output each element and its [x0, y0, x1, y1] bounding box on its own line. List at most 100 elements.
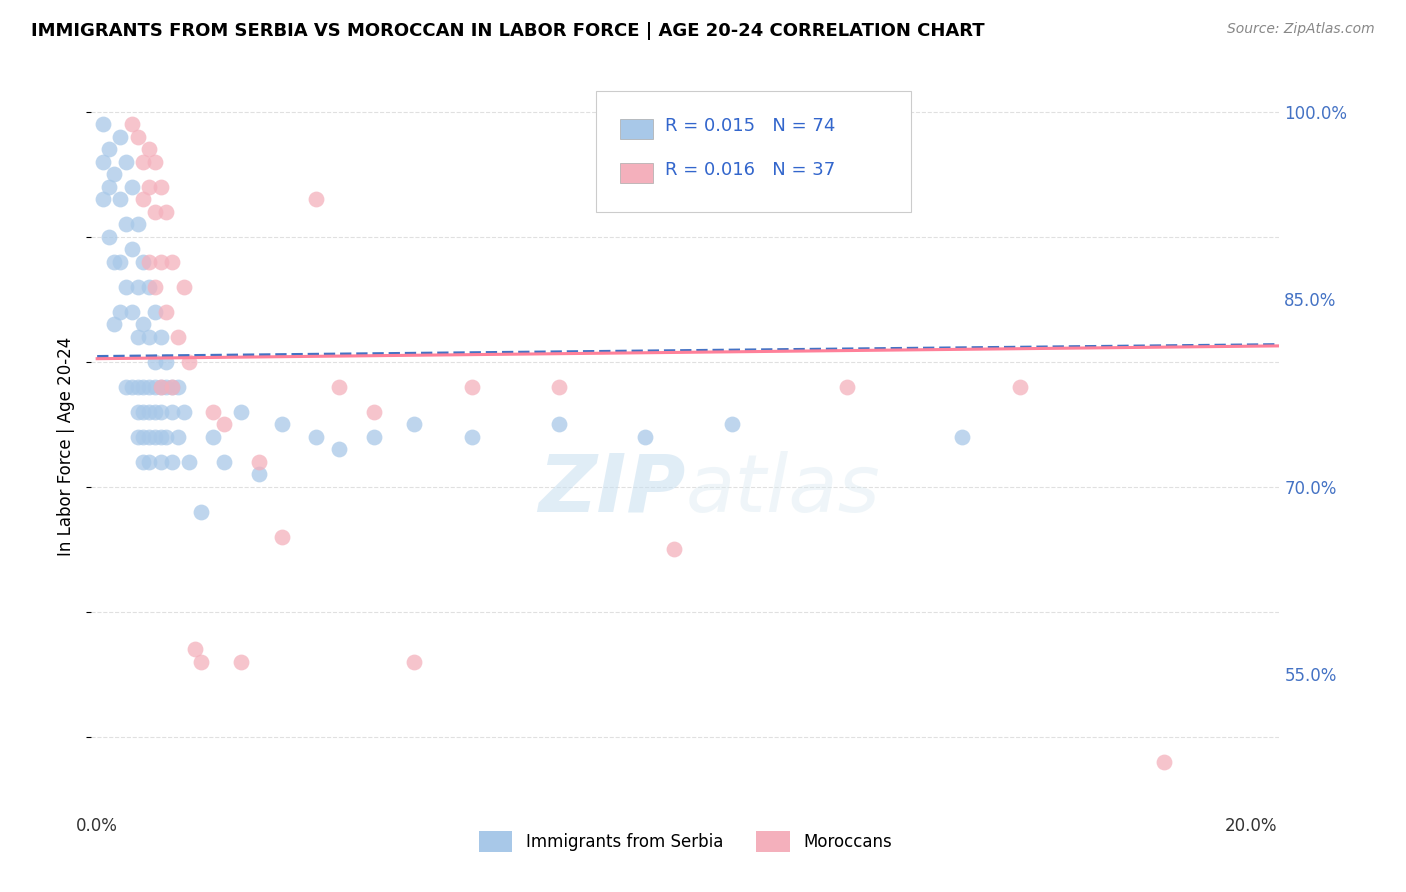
Point [127, 129, 149, 144]
Point [547, 379, 569, 393]
Text: R = 0.015   N = 74: R = 0.015 N = 74 [665, 118, 835, 136]
Point [138, 179, 160, 194]
Point [247, 455, 270, 469]
Point [143, 204, 166, 219]
Point [160, 404, 183, 418]
Point [461, 429, 484, 443]
Point [138, 379, 160, 393]
Point [149, 254, 172, 268]
Point [127, 379, 149, 393]
Point [461, 379, 484, 393]
Text: atlas: atlas [685, 450, 880, 529]
Point [149, 455, 172, 469]
Point [155, 379, 177, 393]
Text: IMMIGRANTS FROM SERBIA VS MOROCCAN IN LABOR FORCE | AGE 20-24 CORRELATION CHART: IMMIGRANTS FROM SERBIA VS MOROCCAN IN LA… [31, 22, 984, 40]
Point [115, 217, 138, 231]
Point [160, 254, 183, 268]
Point [138, 329, 160, 343]
Point [160, 455, 183, 469]
Point [127, 217, 149, 231]
Point [634, 429, 657, 443]
Point [160, 379, 183, 393]
Point [91, 154, 114, 169]
Point [305, 192, 328, 206]
Point [720, 417, 742, 431]
Point [143, 154, 166, 169]
Point [328, 442, 350, 457]
Point [121, 242, 143, 256]
Point [201, 404, 224, 418]
Point [167, 429, 190, 443]
Text: R = 0.016   N = 37: R = 0.016 N = 37 [665, 161, 835, 179]
Point [132, 379, 155, 393]
Point [363, 429, 385, 443]
Point [363, 404, 385, 418]
Point [155, 429, 177, 443]
Point [270, 417, 292, 431]
Point [167, 329, 190, 343]
Point [950, 429, 973, 443]
Point [160, 379, 183, 393]
Point [184, 642, 207, 657]
Point [231, 655, 253, 669]
Point [127, 404, 149, 418]
Text: ZIP: ZIP [538, 450, 685, 529]
Point [149, 379, 172, 393]
Point [143, 279, 166, 293]
Point [662, 542, 685, 557]
Point [149, 379, 172, 393]
Point [132, 154, 155, 169]
Point [127, 329, 149, 343]
Point [167, 379, 190, 393]
Point [190, 655, 212, 669]
Point [115, 154, 138, 169]
Point [132, 404, 155, 418]
Point [179, 455, 201, 469]
Point [103, 317, 125, 331]
Point [127, 279, 149, 293]
Point [155, 354, 177, 368]
Point [97, 179, 120, 194]
Point [547, 417, 569, 431]
Point [103, 167, 125, 181]
Point [149, 429, 172, 443]
Point [173, 279, 195, 293]
Point [305, 429, 328, 443]
Point [143, 404, 166, 418]
Point [149, 179, 172, 194]
Point [149, 329, 172, 343]
Point [212, 455, 235, 469]
Point [138, 404, 160, 418]
Point [149, 404, 172, 418]
FancyBboxPatch shape [620, 120, 654, 139]
Text: Source: ZipAtlas.com: Source: ZipAtlas.com [1227, 22, 1375, 37]
Point [247, 467, 270, 482]
Point [138, 254, 160, 268]
Point [155, 304, 177, 318]
Point [121, 379, 143, 393]
Point [143, 354, 166, 368]
Point [91, 192, 114, 206]
Legend: Immigrants from Serbia, Moroccans: Immigrants from Serbia, Moroccans [472, 824, 898, 858]
Point [103, 254, 125, 268]
Point [132, 429, 155, 443]
Point [138, 279, 160, 293]
Point [138, 429, 160, 443]
Point [404, 417, 426, 431]
Point [110, 129, 132, 144]
Point [143, 429, 166, 443]
Point [1008, 379, 1031, 393]
Point [110, 254, 132, 268]
Point [328, 379, 350, 393]
Point [132, 317, 155, 331]
Point [835, 379, 858, 393]
Point [173, 404, 195, 418]
Point [143, 304, 166, 318]
Point [201, 429, 224, 443]
Point [115, 279, 138, 293]
Point [132, 192, 155, 206]
Point [121, 117, 143, 131]
Point [132, 254, 155, 268]
Point [127, 429, 149, 443]
Point [231, 404, 253, 418]
